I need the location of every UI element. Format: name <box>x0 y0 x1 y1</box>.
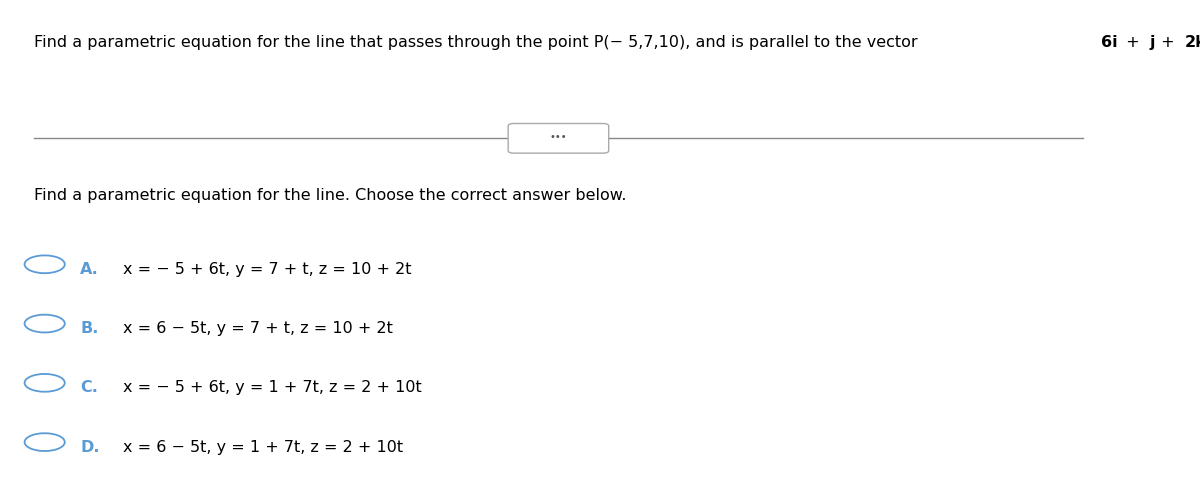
Circle shape <box>24 433 65 451</box>
Text: x = 6 − 5t, y = 7 + t, z = 10 + 2t: x = 6 − 5t, y = 7 + t, z = 10 + 2t <box>122 321 392 336</box>
Text: B.: B. <box>80 321 98 336</box>
Text: A.: A. <box>80 262 100 277</box>
FancyBboxPatch shape <box>508 124 608 153</box>
Text: +: + <box>1156 35 1180 49</box>
Text: 6i: 6i <box>1100 35 1117 49</box>
Text: •••: ••• <box>550 132 568 142</box>
Text: +: + <box>1121 35 1145 49</box>
Circle shape <box>24 255 65 273</box>
Circle shape <box>24 374 65 392</box>
Text: Find a parametric equation for the line that passes through the point P(− 5,7,10: Find a parametric equation for the line … <box>34 35 923 49</box>
Text: Find a parametric equation for the line. Choose the correct answer below.: Find a parametric equation for the line.… <box>34 188 626 203</box>
Text: x = − 5 + 6t, y = 1 + 7t, z = 2 + 10t: x = − 5 + 6t, y = 1 + 7t, z = 2 + 10t <box>122 380 421 395</box>
Text: C.: C. <box>80 380 98 395</box>
Text: 2k: 2k <box>1184 35 1200 49</box>
Text: x = − 5 + 6t, y = 7 + t, z = 10 + 2t: x = − 5 + 6t, y = 7 + t, z = 10 + 2t <box>122 262 412 277</box>
Circle shape <box>24 315 65 332</box>
Text: D.: D. <box>80 440 100 454</box>
Text: j: j <box>1150 35 1154 49</box>
Text: x = 6 − 5t, y = 1 + 7t, z = 2 + 10t: x = 6 − 5t, y = 1 + 7t, z = 2 + 10t <box>122 440 403 454</box>
